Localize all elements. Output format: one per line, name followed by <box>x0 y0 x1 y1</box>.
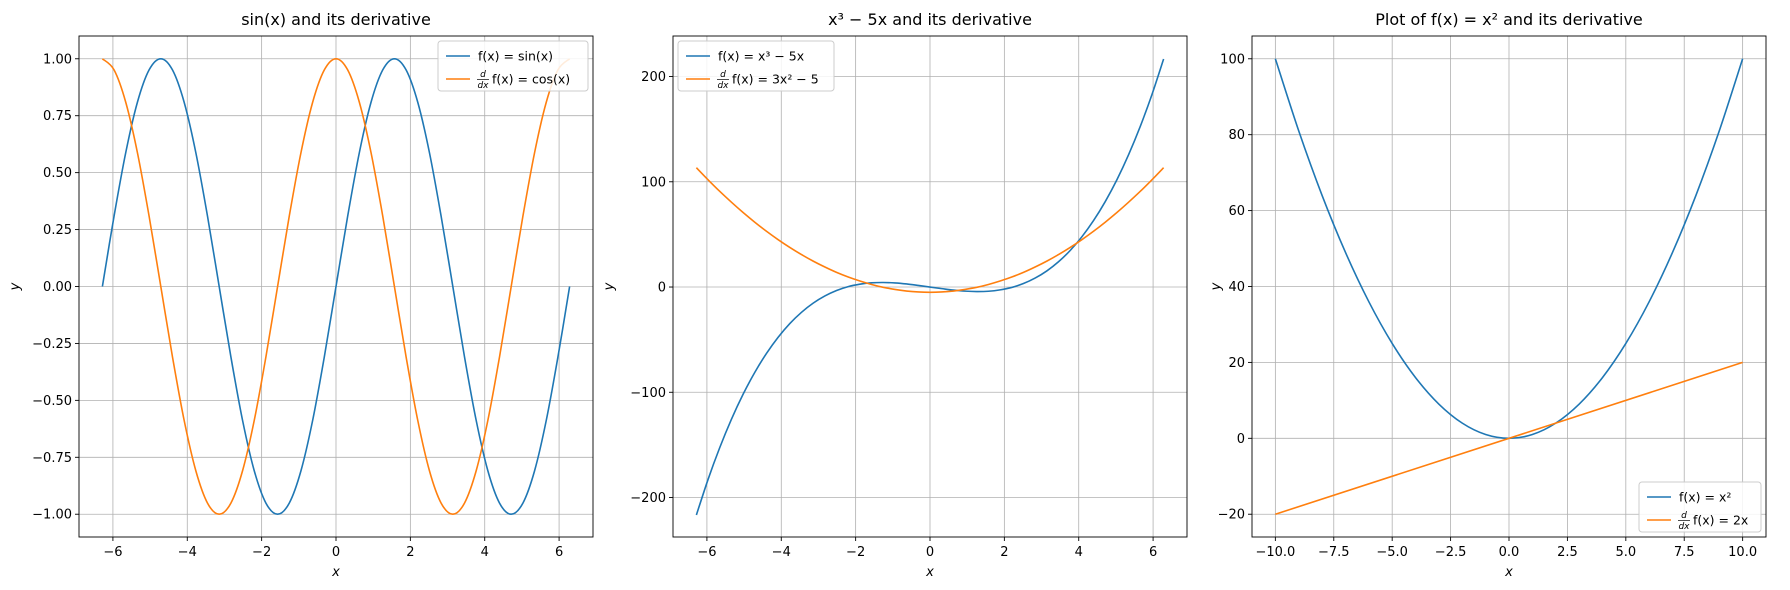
x-tick-label: 0.0 <box>1499 545 1520 560</box>
legend: f(x) = x³ − 5x ddx f(x) = 3x² − 5 <box>677 40 835 92</box>
chart-panel-3: −10.0 −7.5 −5.0 −2.5 0.0 2.5 5.0 7.5 10.0 −20 0 20 4… <box>1209 10 1767 580</box>
x-tick-label: −4 <box>772 545 791 560</box>
y-axis-label: y <box>8 282 23 291</box>
series-line-derivative <box>695 167 1165 294</box>
legend-label: f(x) = 2x <box>1693 513 1748 528</box>
x-tick-label: 5.0 <box>1615 545 1636 560</box>
x-tick-label: −2 <box>846 545 865 560</box>
legend-label: f(x) = cos(x) <box>492 72 570 87</box>
chart-panel-1: −6 −4 −2 0 2 4 6 −1.00 −0.75 −0.50 −0.25 0.00 0.25 0.… <box>8 10 594 580</box>
x-tick-label: 2 <box>1000 545 1008 560</box>
series-line-function <box>695 58 1165 516</box>
y-tick-label: −1.00 <box>32 508 72 523</box>
x-axis-label: x <box>1504 565 1513 580</box>
chart-panel-2: −6 −4 −2 0 2 4 6 −200 −100 0 100 200 x y x³ − 5x and i… <box>602 10 1188 580</box>
x-tick-label: 0 <box>332 545 340 560</box>
x-tick-label: −2 <box>252 545 271 560</box>
legend-fraction-numerator: d <box>1681 511 1687 521</box>
legend: f(x) = sin(x) ddx f(x) = cos(x) <box>437 40 589 92</box>
y-axis-label: y <box>602 282 617 291</box>
y-tick-label: −0.50 <box>32 394 72 409</box>
legend: f(x) = x² ddx f(x) = 2x <box>1638 481 1762 533</box>
legend-fraction-denominator: dx <box>717 81 729 91</box>
x-tick-label: 10.0 <box>1728 545 1757 560</box>
x-tick-label: 6 <box>555 545 563 560</box>
x-tick-label: −4 <box>178 545 197 560</box>
y-tick-label: −100 <box>630 386 666 401</box>
series-line-function <box>101 57 571 516</box>
x-tick-label: 4 <box>1075 545 1083 560</box>
y-tick-label: 0.00 <box>43 280 72 295</box>
legend-fraction-numerator: d <box>720 70 726 80</box>
y-tick-label: 80 <box>1228 128 1245 143</box>
y-tick-label: 0.75 <box>43 109 72 124</box>
y-tick-label: −0.75 <box>32 451 72 466</box>
x-tick-label: 4 <box>481 545 489 560</box>
y-tick-label: 200 <box>641 70 666 85</box>
x-tick-label: 2 <box>406 545 414 560</box>
series-line-derivative <box>101 57 571 516</box>
legend-label: f(x) = sin(x) <box>478 49 553 64</box>
x-axis-label: x <box>331 565 340 580</box>
x-tick-label: −6 <box>103 545 122 560</box>
x-tick-label: 6 <box>1149 545 1157 560</box>
chart-title: x³ − 5x and its derivative <box>828 10 1032 29</box>
y-tick-label: 0 <box>1237 432 1245 447</box>
y-tick-label: 0.50 <box>43 166 72 181</box>
chart-title: Plot of f(x) = x² and its derivative <box>1375 10 1643 29</box>
y-tick-label: 0.25 <box>43 223 72 238</box>
y-tick-label: 1.00 <box>43 52 72 67</box>
legend-fraction-numerator: d <box>480 70 486 80</box>
y-tick-label: 0 <box>658 281 666 296</box>
y-tick-label: 20 <box>1228 356 1245 371</box>
y-tick-label: 100 <box>641 175 666 190</box>
x-tick-label: 7.5 <box>1674 545 1695 560</box>
series-line-derivative <box>1275 361 1743 515</box>
legend-box <box>677 40 835 92</box>
x-axis-label: x <box>925 565 934 580</box>
y-tick-label: −20 <box>1218 508 1245 523</box>
x-tick-label: −7.5 <box>1318 545 1350 560</box>
legend-label: f(x) = x² <box>1679 490 1731 505</box>
x-tick-label: −10.0 <box>1255 545 1295 560</box>
y-axis-label: y <box>1209 282 1224 291</box>
x-tick-label: 2.5 <box>1557 545 1578 560</box>
legend-fraction-denominator: dx <box>477 81 489 91</box>
y-tick-label: 40 <box>1228 280 1245 295</box>
y-tick-label: −0.25 <box>32 337 72 352</box>
x-tick-label: −2.5 <box>1435 545 1467 560</box>
legend-label: f(x) = 3x² − 5 <box>732 72 819 87</box>
x-tick-label: 0 <box>926 545 934 560</box>
legend-box <box>437 40 589 92</box>
chart-title: sin(x) and its derivative <box>241 10 431 29</box>
x-tick-label: −5.0 <box>1376 545 1408 560</box>
legend-fraction-denominator: dx <box>1678 522 1690 532</box>
y-tick-label: 60 <box>1228 204 1245 219</box>
x-tick-label: −6 <box>697 545 716 560</box>
y-tick-label: 100 <box>1220 52 1245 67</box>
y-tick-label: −200 <box>630 491 666 506</box>
legend-label: f(x) = x³ − 5x <box>718 49 804 64</box>
